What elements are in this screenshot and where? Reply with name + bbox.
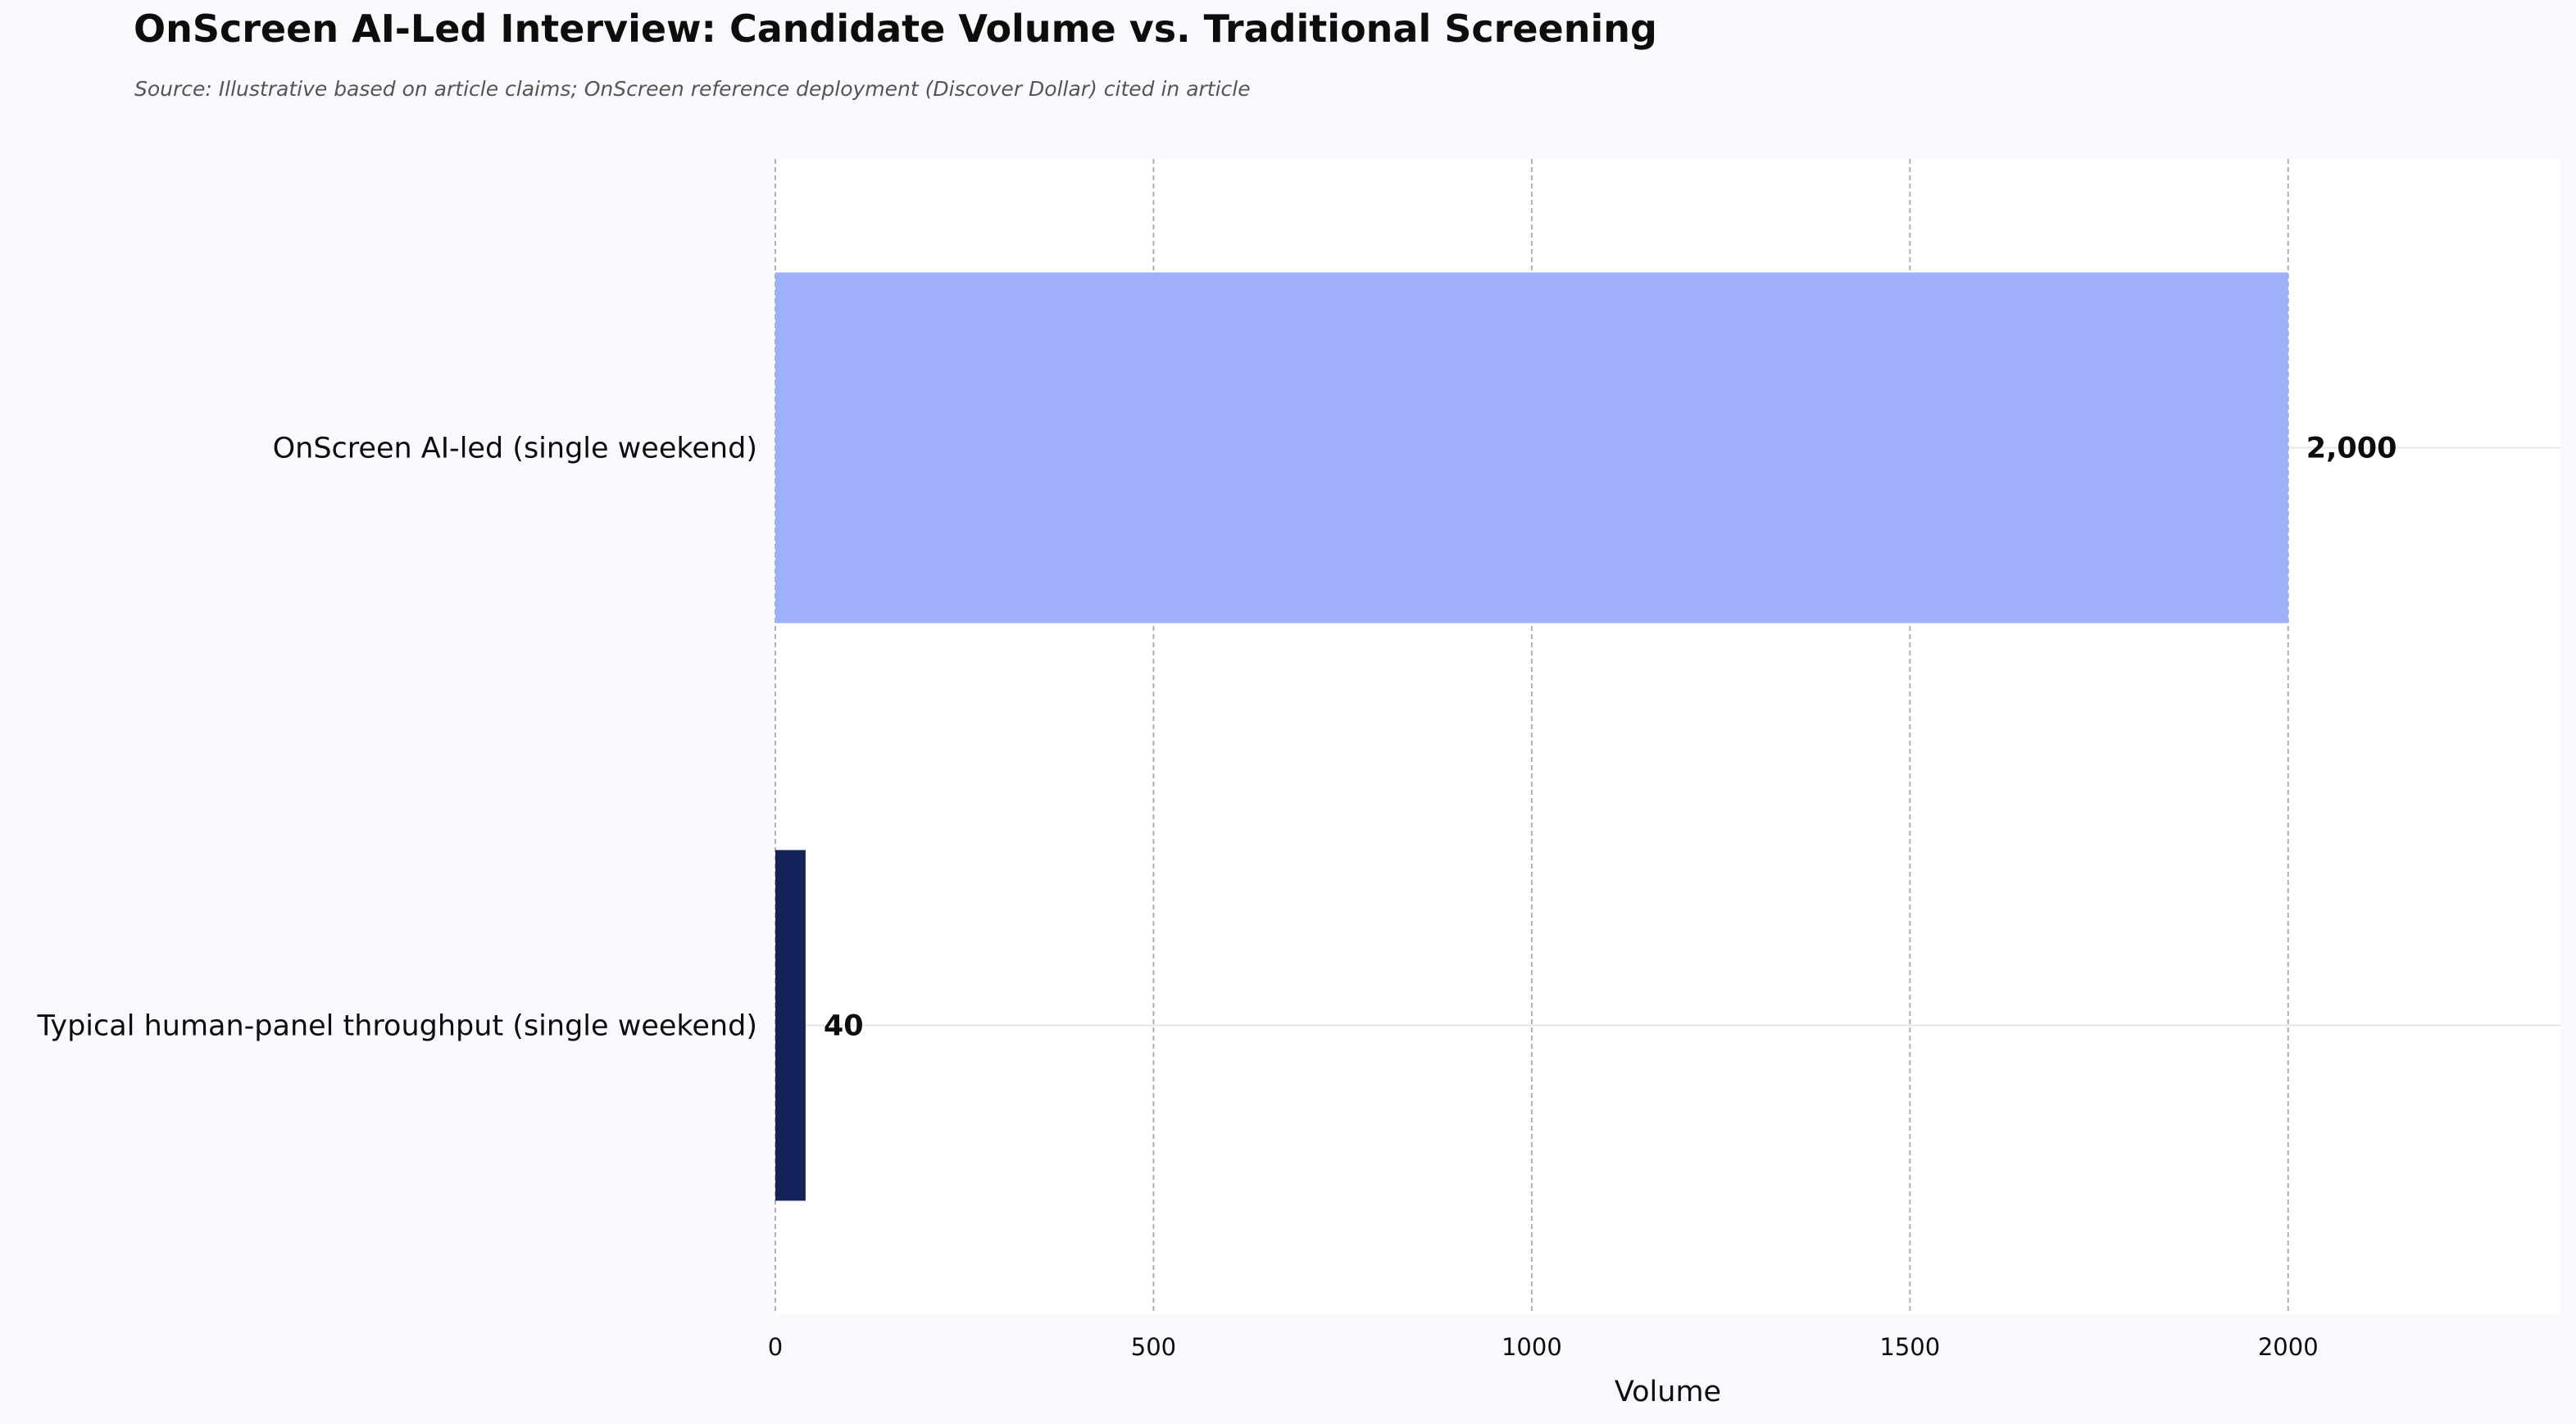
chart-subtitle: Source: Illustrative based on article cl… <box>134 77 1251 101</box>
bar-value-label: 2,000 <box>2306 433 2397 465</box>
x-tick-label: 2000 <box>2258 1333 2319 1361</box>
bar-value-label: 40 <box>824 1010 864 1043</box>
x-tick-label: 1500 <box>1879 1333 1940 1361</box>
x-tick-label: 0 <box>768 1333 783 1361</box>
x-tick-label: 1000 <box>1502 1333 1562 1361</box>
x-tick-label: 500 <box>1131 1333 1176 1361</box>
bar <box>775 272 2288 624</box>
bar <box>775 850 806 1201</box>
y-category-label: OnScreen AI-led (single weekend) <box>273 433 757 465</box>
y-category-label: Typical human-panel throughput (single w… <box>36 1010 757 1043</box>
chart-title: OnScreen AI-Led Interview: Candidate Vol… <box>134 7 1657 51</box>
x-axis-label: Volume <box>1615 1376 1721 1408</box>
